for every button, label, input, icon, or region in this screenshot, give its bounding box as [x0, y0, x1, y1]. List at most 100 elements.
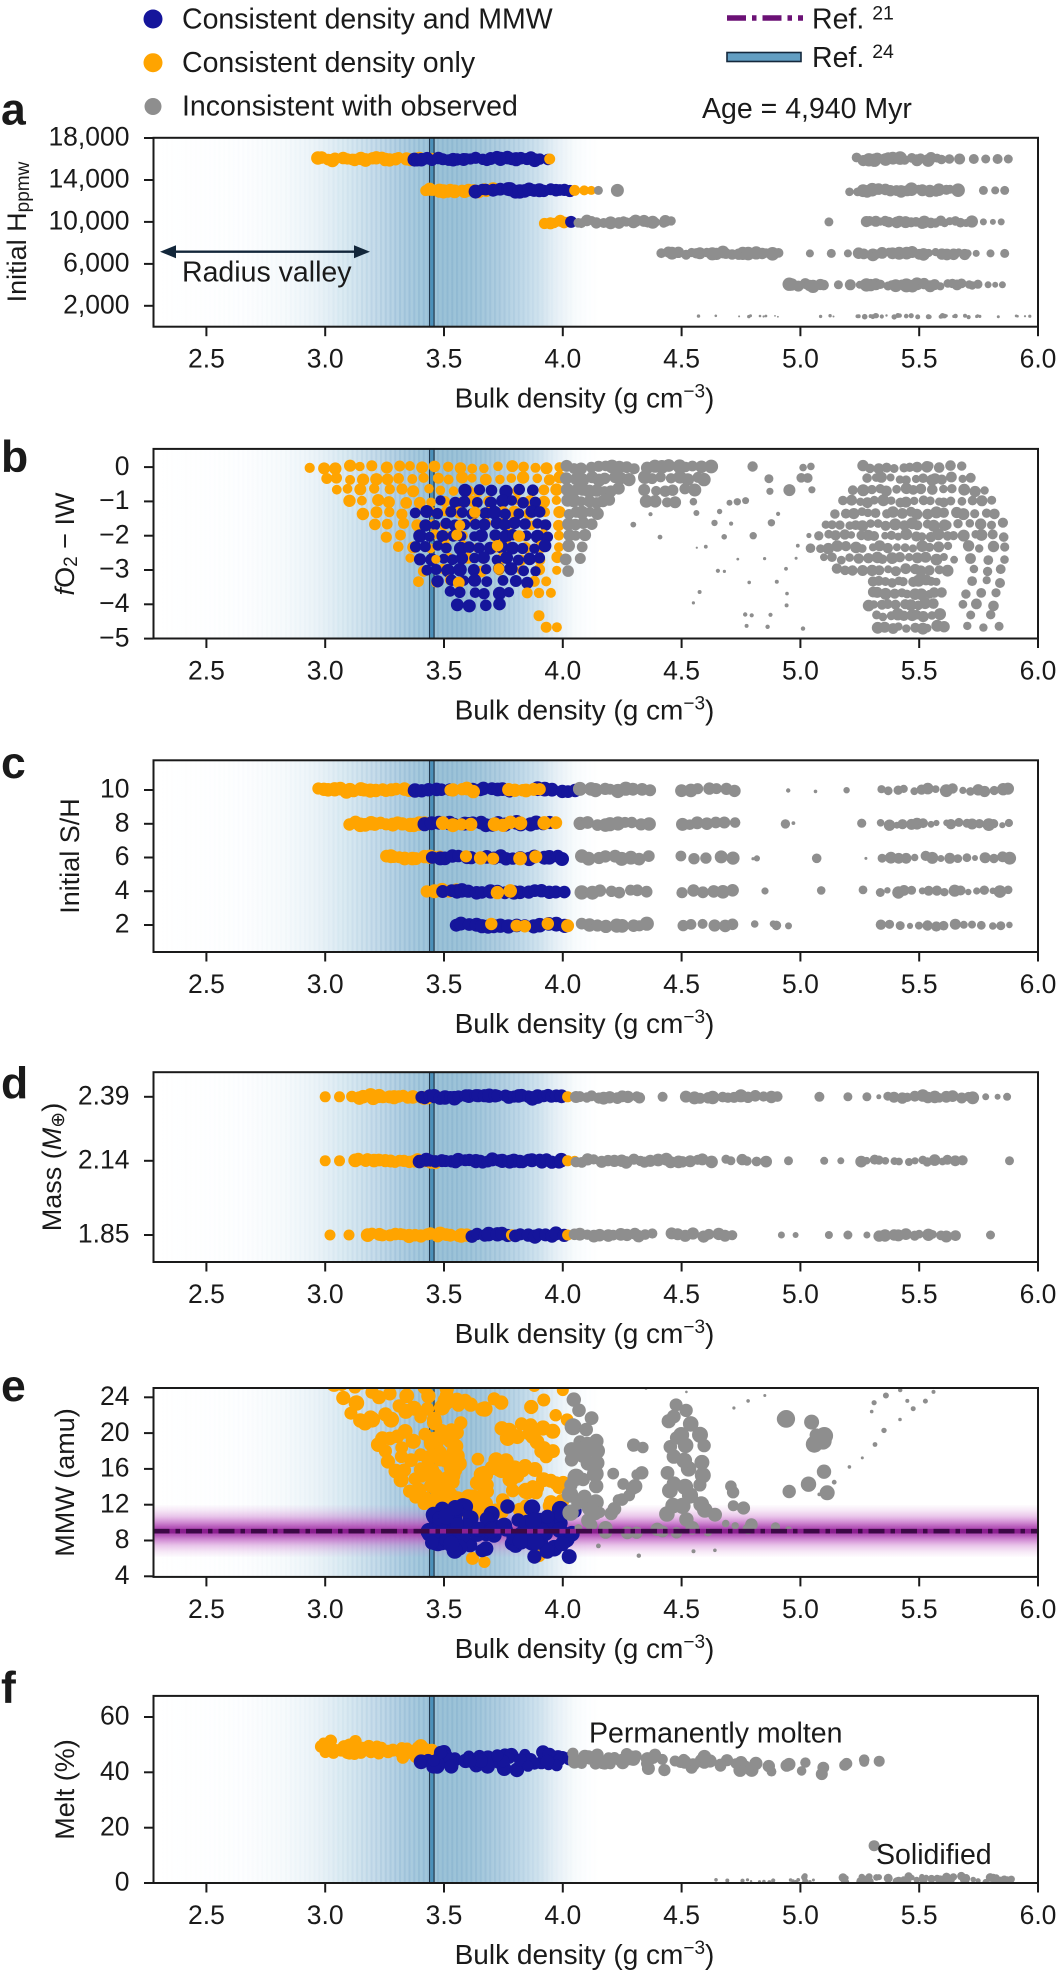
svg-text:Bulk density (g cm−3): Bulk density (g cm−3): [455, 382, 715, 414]
svg-text:Bulk density (g cm−3): Bulk density (g cm−3): [455, 1632, 715, 1664]
svg-text:8: 8: [115, 1524, 130, 1554]
svg-text:5.5: 5.5: [901, 1594, 938, 1624]
svg-text:Melt (%): Melt (%): [50, 1739, 80, 1840]
svg-text:e: e: [1, 1362, 26, 1411]
svg-text:10,000: 10,000: [48, 206, 129, 236]
svg-text:f: f: [1, 1664, 16, 1713]
svg-text:2,000: 2,000: [63, 290, 129, 320]
svg-text:5.5: 5.5: [901, 344, 938, 374]
svg-text:Bulk density (g cm−3): Bulk density (g cm−3): [455, 1007, 715, 1039]
svg-text:4.5: 4.5: [663, 344, 700, 374]
svg-text:10: 10: [100, 774, 129, 804]
svg-text:Permanently molten: Permanently molten: [589, 1718, 842, 1750]
svg-text:Age = 4,940 Myr: Age = 4,940 Myr: [702, 93, 912, 125]
svg-text:5.0: 5.0: [782, 344, 819, 374]
svg-text:2.5: 2.5: [188, 969, 225, 999]
svg-text:Ref. 24: Ref. 24: [812, 41, 894, 74]
svg-text:4.0: 4.0: [544, 1594, 581, 1624]
svg-text:12: 12: [100, 1488, 129, 1518]
svg-text:16: 16: [100, 1453, 129, 1483]
svg-text:4.5: 4.5: [663, 1900, 700, 1930]
svg-text:60: 60: [100, 1701, 129, 1731]
svg-text:4: 4: [115, 1560, 130, 1590]
svg-text:c: c: [1, 739, 26, 788]
svg-text:5.0: 5.0: [782, 656, 819, 686]
svg-text:d: d: [1, 1060, 28, 1109]
svg-text:4.5: 4.5: [663, 969, 700, 999]
svg-text:6.0: 6.0: [1020, 656, 1056, 686]
svg-text:6.0: 6.0: [1020, 1279, 1056, 1309]
svg-text:3.0: 3.0: [307, 969, 344, 999]
svg-text:Radius valley: Radius valley: [182, 257, 352, 289]
svg-text:Initial Hppmw: Initial Hppmw: [2, 161, 34, 302]
svg-text:4.5: 4.5: [663, 1279, 700, 1309]
svg-text:2.39: 2.39: [78, 1081, 130, 1111]
svg-text:Consistent density only: Consistent density only: [182, 47, 476, 79]
svg-text:−3: −3: [99, 554, 129, 584]
svg-text:20: 20: [100, 1811, 129, 1841]
svg-text:5.0: 5.0: [782, 1594, 819, 1624]
svg-text:3.5: 3.5: [426, 344, 463, 374]
svg-text:0: 0: [115, 1867, 130, 1897]
svg-text:3.0: 3.0: [307, 1594, 344, 1624]
svg-text:3.5: 3.5: [426, 1279, 463, 1309]
svg-text:Mass (M⊕): Mass (M⊕): [37, 1103, 69, 1231]
svg-text:fO2 − IW: fO2 − IW: [50, 492, 82, 595]
svg-text:4.5: 4.5: [663, 656, 700, 686]
svg-text:2.5: 2.5: [188, 1900, 225, 1930]
svg-text:3.5: 3.5: [426, 1900, 463, 1930]
svg-text:5.0: 5.0: [782, 1900, 819, 1930]
svg-text:2.5: 2.5: [188, 656, 225, 686]
svg-text:5.0: 5.0: [782, 969, 819, 999]
svg-text:6.0: 6.0: [1020, 969, 1056, 999]
svg-text:Consistent density and MMW: Consistent density and MMW: [182, 4, 553, 36]
svg-text:5.0: 5.0: [782, 1279, 819, 1309]
svg-text:−4: −4: [99, 588, 129, 618]
svg-text:0: 0: [115, 451, 130, 481]
svg-text:2.14: 2.14: [78, 1145, 130, 1175]
svg-text:Solidified: Solidified: [876, 1839, 992, 1871]
svg-text:4.0: 4.0: [544, 344, 581, 374]
svg-text:Bulk density (g cm−3): Bulk density (g cm−3): [455, 1317, 715, 1349]
svg-text:Bulk density (g cm−3): Bulk density (g cm−3): [455, 1938, 715, 1970]
svg-text:24: 24: [100, 1381, 129, 1411]
svg-text:2.5: 2.5: [188, 1279, 225, 1309]
svg-text:a: a: [1, 86, 27, 135]
svg-text:5.5: 5.5: [901, 969, 938, 999]
svg-text:MMW (amu): MMW (amu): [50, 1408, 80, 1556]
svg-text:8: 8: [115, 808, 130, 838]
svg-text:6.0: 6.0: [1020, 1594, 1056, 1624]
svg-text:3.0: 3.0: [307, 344, 344, 374]
svg-text:4.0: 4.0: [544, 1900, 581, 1930]
svg-text:6.0: 6.0: [1020, 1900, 1056, 1930]
svg-text:20: 20: [100, 1417, 129, 1447]
svg-text:3.5: 3.5: [426, 656, 463, 686]
svg-text:b: b: [1, 433, 28, 482]
svg-text:5.5: 5.5: [901, 1900, 938, 1930]
svg-text:2.5: 2.5: [188, 1594, 225, 1624]
svg-text:40: 40: [100, 1756, 129, 1786]
svg-text:−2: −2: [99, 519, 129, 549]
svg-text:4.0: 4.0: [544, 1279, 581, 1309]
svg-text:3.5: 3.5: [426, 1594, 463, 1624]
svg-text:1.85: 1.85: [78, 1219, 130, 1249]
svg-text:2: 2: [115, 909, 130, 939]
svg-text:6: 6: [115, 841, 130, 871]
svg-text:5.5: 5.5: [901, 656, 938, 686]
svg-text:4: 4: [115, 875, 130, 905]
svg-text:6.0: 6.0: [1020, 344, 1056, 374]
svg-text:2.5: 2.5: [188, 344, 225, 374]
svg-text:Ref. 21: Ref. 21: [812, 3, 894, 36]
svg-text:4.0: 4.0: [544, 969, 581, 999]
svg-text:4.0: 4.0: [544, 656, 581, 686]
svg-text:−5: −5: [99, 622, 129, 652]
svg-text:4.5: 4.5: [663, 1594, 700, 1624]
svg-text:3.5: 3.5: [426, 969, 463, 999]
svg-text:3.0: 3.0: [307, 1900, 344, 1930]
svg-text:3.0: 3.0: [307, 656, 344, 686]
svg-text:3.0: 3.0: [307, 1279, 344, 1309]
svg-text:18,000: 18,000: [48, 122, 129, 152]
svg-text:Inconsistent with observed: Inconsistent with observed: [182, 91, 518, 123]
svg-text:Bulk density (g cm−3): Bulk density (g cm−3): [455, 694, 715, 726]
svg-text:−1: −1: [99, 485, 129, 515]
